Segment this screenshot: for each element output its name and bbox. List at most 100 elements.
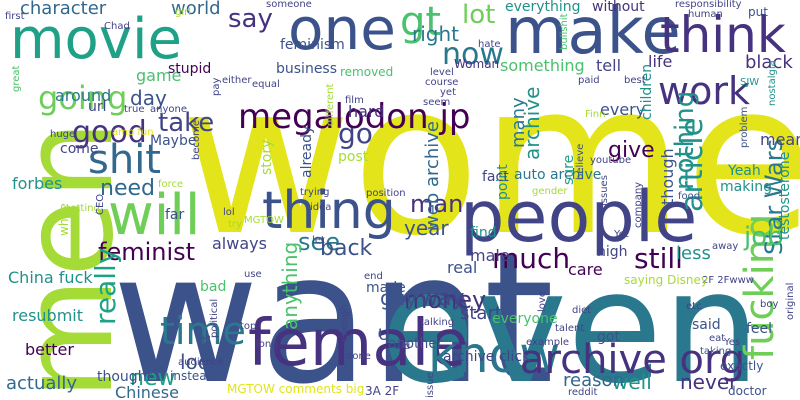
- cloud-word: better: [25, 340, 74, 359]
- cloud-word: forbes: [12, 174, 63, 193]
- cloud-word: man: [410, 190, 464, 218]
- cloud-word: gt: [400, 0, 442, 45]
- cloud-word: hate: [478, 39, 501, 50]
- cloud-word: pay: [211, 77, 222, 96]
- cloud-word: away: [712, 241, 739, 252]
- cloud-word: true: [124, 104, 145, 115]
- cloud-word: Chad: [104, 21, 130, 32]
- cloud-word: real: [447, 258, 478, 277]
- cloud-word: want: [112, 215, 555, 400]
- cloud-word: anyone: [150, 104, 187, 115]
- cloud-word: female: [248, 307, 469, 381]
- cloud-word: responsibility: [675, 0, 742, 10]
- cloud-word: making: [720, 179, 772, 195]
- cloud-word: issue: [425, 372, 436, 398]
- cloud-word: problem: [739, 106, 750, 148]
- cloud-word: lol: [223, 207, 235, 218]
- cloud-word: work: [658, 69, 750, 113]
- cloud-word: gender: [532, 186, 568, 197]
- cloud-word: good: [72, 115, 147, 150]
- cloud-word: anything: [278, 241, 302, 330]
- cloud-word: without: [592, 0, 645, 15]
- cloud-word: always: [212, 234, 267, 253]
- cloud-word: amp fun: [112, 127, 154, 138]
- cloud-word: though: [658, 148, 677, 205]
- cloud-word: give: [608, 138, 655, 163]
- cloud-word: everyone: [492, 311, 558, 327]
- cloud-word: etc: [686, 301, 702, 312]
- cloud-word: black: [745, 52, 793, 73]
- cloud-word: long: [256, 339, 278, 350]
- cloud-word: political: [209, 298, 220, 338]
- cloud-word: url: [88, 99, 107, 115]
- cloud-word: got: [597, 329, 620, 345]
- cloud-word: start: [460, 303, 502, 324]
- cloud-word: best: [624, 75, 646, 86]
- cloud-word: equal: [252, 79, 280, 90]
- cloud-word: audience: [178, 357, 224, 368]
- cloud-word: find: [470, 225, 497, 241]
- cloud-word: megalodon jp: [238, 97, 471, 137]
- cloud-word: thought: [97, 369, 153, 385]
- cloud-word: right: [412, 22, 459, 46]
- cloud-word: lot: [462, 0, 496, 30]
- cloud-word: CEO: [95, 193, 106, 215]
- cloud-word: put: [748, 5, 768, 19]
- cloud-word: story: [259, 139, 275, 175]
- cloud-word: life: [648, 52, 673, 71]
- cloud-word: fact: [482, 169, 509, 185]
- cloud-word: first: [5, 11, 25, 22]
- cloud-word: well: [612, 370, 652, 394]
- cloud-word: talent: [555, 323, 585, 334]
- cloud-word: much: [492, 242, 571, 275]
- cloud-word: top: [240, 321, 257, 332]
- cloud-word: use: [244, 269, 262, 280]
- cloud-word: girl: [175, 7, 192, 18]
- cloud-word: exactly: [720, 359, 764, 373]
- cloud-word: far: [165, 207, 185, 223]
- cloud-word: Chinese: [115, 383, 179, 400]
- cloud-word: think: [660, 6, 786, 64]
- cloud-word: issues: [599, 175, 610, 206]
- cloud-word: idea: [310, 202, 332, 213]
- cloud-word: eat: [709, 333, 726, 344]
- cloud-word: made: [366, 280, 406, 296]
- cloud-word: post: [338, 149, 369, 165]
- cloud-word: talking: [420, 317, 455, 328]
- cloud-word: great: [11, 65, 22, 92]
- cloud-word: film: [345, 95, 364, 106]
- cloud-word: archive click: [443, 349, 531, 365]
- cloud-word: mean: [760, 130, 800, 149]
- cloud-word: different: [325, 83, 336, 126]
- cloud-word: feminist: [98, 238, 196, 266]
- cloud-word: U: [378, 325, 390, 344]
- cloud-word: money: [404, 286, 487, 314]
- cloud-word: really: [89, 247, 122, 325]
- cloud-word: become: [191, 119, 202, 160]
- cloud-word: look: [180, 350, 222, 374]
- cloud-word: thing: [262, 181, 396, 241]
- cloud-word: already: [299, 125, 315, 178]
- cloud-word: another: [388, 336, 443, 352]
- cloud-word: people: [460, 176, 698, 258]
- cloud-word: come: [60, 141, 99, 157]
- cloud-word: new: [130, 366, 176, 391]
- cloud-word: less: [676, 243, 711, 264]
- cloud-word: resubmit: [12, 306, 84, 325]
- cloud-word: see: [298, 228, 341, 256]
- cloud-word: guy: [380, 286, 418, 310]
- cloud-word: doctor: [728, 384, 767, 398]
- cloud-word: reddit: [568, 387, 598, 398]
- cloud-word: world: [171, 0, 221, 19]
- cloud-word: movie: [10, 7, 182, 72]
- cloud-word: course: [425, 77, 459, 88]
- cloud-word: never: [680, 370, 738, 394]
- cloud-word: game: [136, 66, 182, 85]
- cloud-word: still: [634, 242, 683, 275]
- cloud-word: said: [692, 317, 721, 333]
- cloud-word: character: [20, 0, 107, 19]
- cloud-word: make: [505, 0, 681, 69]
- cloud-word: actually: [6, 373, 78, 394]
- cloud-word: year: [404, 216, 449, 240]
